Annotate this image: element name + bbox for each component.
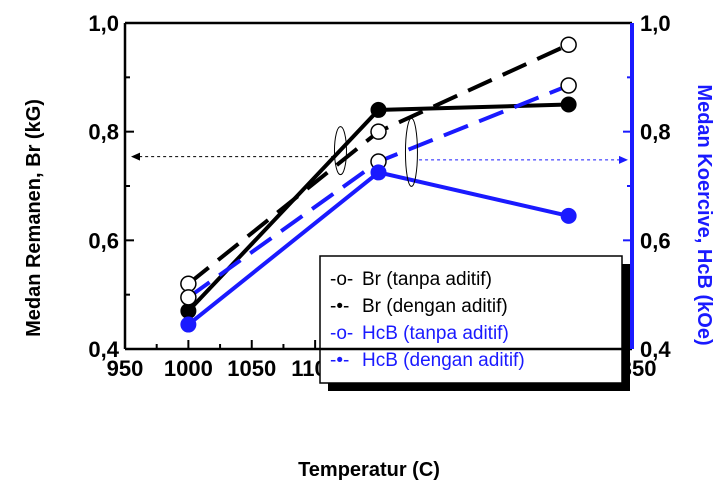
x-tick-label: 950 [107,356,144,381]
left-y-axis-title: Medan Remanen, Br (kG) [23,99,45,337]
legend-label: Br (tanpa aditif) [362,269,492,290]
data-point-filled [180,316,197,333]
legend-label: Br (dengan aditif) [362,296,508,317]
right-y-tick-label: 0,8 [640,120,671,145]
data-point-filled [560,207,577,224]
series-layer [180,36,577,333]
data-point-open [560,77,577,94]
legend: -o- Br (tanpa aditif) -•- Br (dengan aditif… [319,255,630,391]
left-y-tick-label: 0,8 [88,120,119,145]
legend-marker: -•- [330,350,349,371]
data-point-open [560,36,577,53]
data-point-filled [370,164,387,181]
right-y-tick-label: 0,4 [640,337,671,362]
plot-frame [123,21,634,351]
x-axis-title: Temperatur (C) [298,459,440,481]
annotation-ellipse-left [333,126,347,176]
data-point-filled [370,101,387,118]
left-y-tick-label: 0,6 [88,228,119,253]
annotation-arrowhead-left [131,152,140,161]
x-tick-label: 1050 [227,356,276,381]
data-point-open [180,275,197,293]
annotation-arrowhead-right [619,155,628,164]
legend-box [319,255,623,384]
left-y-tick-label: 0,4 [88,337,119,362]
annotation-ellipse-right [404,117,418,187]
legend-label: HcB (tanpa aditif) [362,323,509,344]
right-y-tick-label: 1,0 [640,11,671,36]
x-tick-label: 1000 [164,356,213,381]
annotation-layer [131,117,628,187]
legend-marker: -o- [330,269,353,290]
data-point-open [180,289,197,306]
data-point-filled [180,302,197,319]
data-point-filled [560,96,577,113]
left-y-tick-label: 1,0 [88,11,119,36]
legend-label: HcB (dengan aditif) [362,350,525,371]
legend-marker: -•- [330,296,349,317]
legend-marker: -o- [330,323,353,344]
data-point-open [370,123,387,140]
right-y-tick-label: 0,6 [640,228,671,253]
right-y-axis-title: Medan Koercive, HcB (kOe) [693,84,715,345]
